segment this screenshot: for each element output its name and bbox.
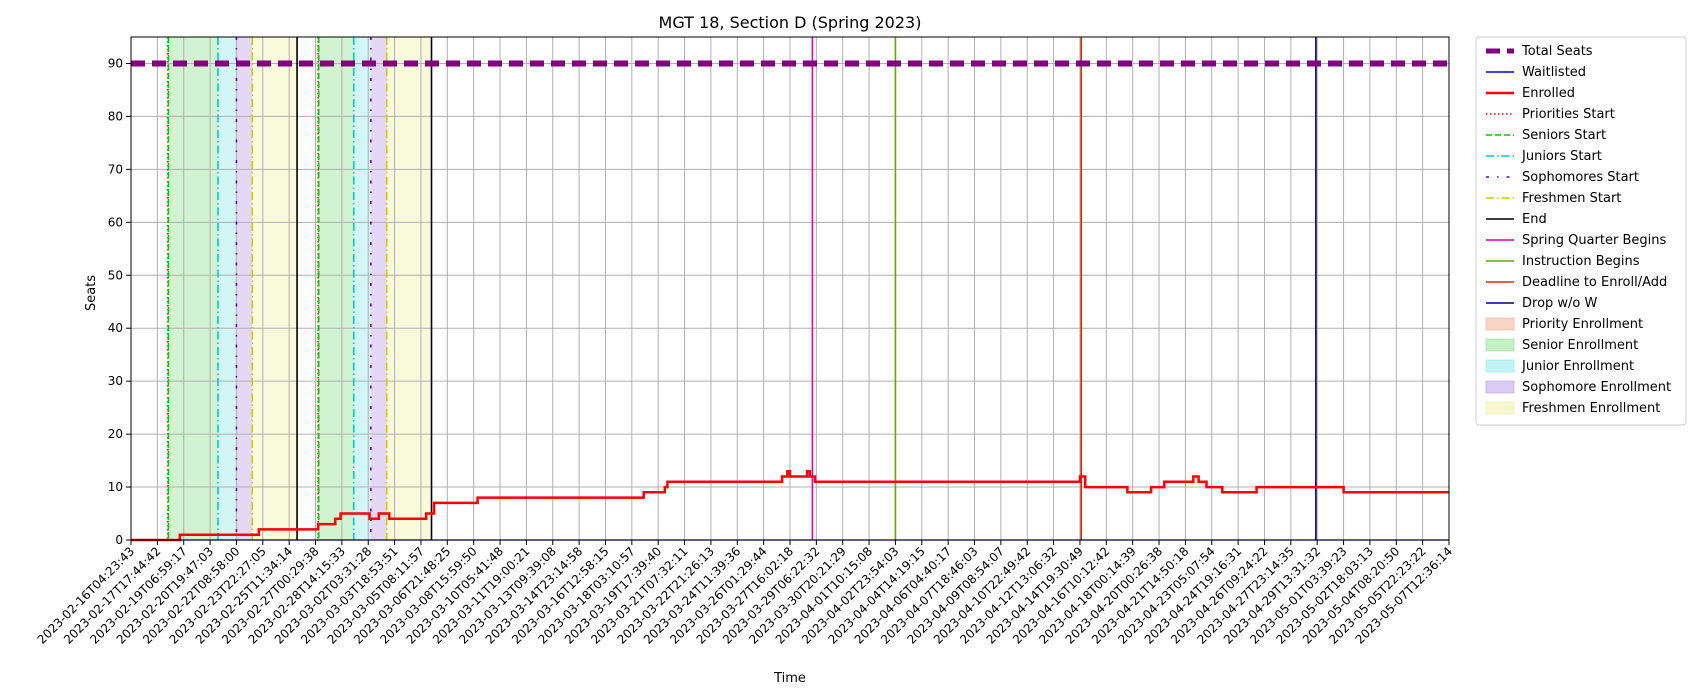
y-tick-label-30: 30 <box>108 374 123 388</box>
span-freshmen-enrollment-1 <box>386 37 432 540</box>
legend-label-priority-enrollment: Priority Enrollment <box>1522 317 1643 332</box>
y-tick-label-70: 70 <box>108 162 123 176</box>
legend-box <box>1475 36 1687 426</box>
legend-label-spring-quarter-begins: Spring Quarter Begins <box>1522 233 1666 248</box>
legend-swatch-senior-enrollment <box>1485 338 1515 352</box>
span-junior-enrollment-1 <box>353 37 371 540</box>
legend-swatch-freshmen-enrollment <box>1485 401 1515 415</box>
y-tick-label-40: 40 <box>108 321 123 335</box>
legend-label-freshmen-enrollment: Freshmen Enrollment <box>1522 401 1660 416</box>
legend-label-drop-w-o-w: Drop w/o W <box>1522 296 1598 311</box>
legend: Total Seats Waitlisted Enrolled Priorities … <box>1475 36 1687 426</box>
y-tick-label-60: 60 <box>108 215 123 229</box>
legend-swatch-junior-enrollment <box>1485 359 1515 373</box>
span-freshmen-enrollment-0 <box>252 37 298 540</box>
legend-label-seniors-start: Seniors Start <box>1522 128 1606 143</box>
span-priority-enrollment-0 <box>167 37 169 540</box>
legend-swatch-sophomore-enrollment <box>1485 380 1515 394</box>
x-axis-ticks: 2023-02-16T04:23:432023-02-17T17:44:4220… <box>35 540 1455 647</box>
span-junior-enrollment-0 <box>217 37 237 540</box>
legend-label-sophomore-enrollment: Sophomore Enrollment <box>1522 380 1671 395</box>
y-axis-ticks: 0 10 20 30 40 50 60 70 80 90 <box>108 56 131 547</box>
y-tick-label-10: 10 <box>108 480 123 494</box>
x-axis-label: Time <box>773 671 806 686</box>
legend-label-instruction-begins: Instruction Begins <box>1522 254 1640 269</box>
legend-label-priorities-start: Priorities Start <box>1522 107 1615 122</box>
series-enrolled <box>131 469 1449 542</box>
legend-label-waitlisted: Waitlisted <box>1522 65 1586 80</box>
y-tick-label-0: 0 <box>115 533 123 547</box>
y-tick-label-20: 20 <box>108 427 123 441</box>
y-axis-label: Seats <box>84 275 99 311</box>
legend-label-end: End <box>1522 212 1547 227</box>
legend-label-total-seats: Total Seats <box>1521 44 1593 59</box>
legend-swatch-priority-enrollment <box>1485 317 1515 331</box>
chart-title: MGT 18, Section D (Spring 2023) <box>659 13 922 32</box>
span-sophomore-enrollment-1 <box>370 37 387 540</box>
legend-label-junior-enrollment: Junior Enrollment <box>1521 359 1634 374</box>
milestone-lines <box>167 37 1317 540</box>
legend-label-juniors-start: Juniors Start <box>1521 149 1602 164</box>
legend-label-senior-enrollment: Senior Enrollment <box>1522 338 1638 353</box>
legend-label-deadline-to-enroll-add: Deadline to Enroll/Add <box>1522 275 1667 290</box>
span-priority-enrollment-1 <box>318 37 320 540</box>
legend-label-freshmen-start: Freshmen Start <box>1522 191 1621 206</box>
y-tick-label-80: 80 <box>108 109 123 123</box>
legend-label-sophomores-start: Sophomores Start <box>1522 170 1639 185</box>
span-sophomore-enrollment-0 <box>236 37 253 540</box>
y-tick-label-50: 50 <box>108 268 123 282</box>
y-tick-label-90: 90 <box>108 56 123 70</box>
enrollment-spans <box>167 37 432 540</box>
span-senior-enrollment-1 <box>318 37 354 540</box>
legend-label-enrolled: Enrolled <box>1522 86 1575 101</box>
grid <box>130 37 1450 541</box>
